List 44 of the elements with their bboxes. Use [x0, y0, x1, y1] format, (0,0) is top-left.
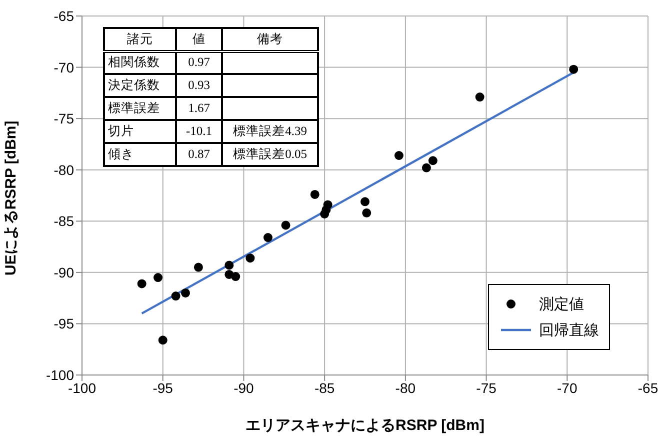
point — [281, 220, 290, 230]
y-tick-label: -85 — [54, 213, 74, 230]
y-tick-label: -80 — [54, 162, 74, 178]
x-tick-label: -90 — [234, 380, 254, 396]
point — [154, 273, 163, 282]
point — [394, 150, 404, 160]
x-tick-label: -85 — [314, 380, 335, 396]
point — [180, 288, 190, 298]
point — [231, 272, 240, 282]
x-axis-title: エリアスキャナによるRSRP [dBm] — [246, 417, 484, 434]
x-tick-label: -65 — [638, 380, 658, 396]
text: 相関係数 0.97 — [108, 55, 210, 70]
point — [475, 92, 484, 102]
x-tick-label: -75 — [476, 380, 497, 396]
point — [158, 336, 168, 345]
point — [246, 254, 255, 263]
x-tick-label: -70 — [557, 380, 578, 396]
point — [263, 233, 272, 242]
point — [137, 279, 146, 288]
y-tick-label: -95 — [54, 316, 74, 332]
text: 切片 -10.1 標準誤差4.39 — [108, 124, 307, 138]
legend-label: 測定値 — [539, 294, 584, 314]
legend-label: 回帰直線 — [539, 320, 599, 340]
text: 標準誤差 1.67 — [108, 101, 210, 115]
point — [422, 163, 431, 172]
text: 諸元 値 備考 — [127, 32, 283, 46]
text: 傾き 0.87 標準誤差0.05 — [108, 147, 307, 161]
x-tick-label: -80 — [395, 380, 416, 396]
y-tick-label: -70 — [54, 59, 74, 76]
point — [194, 262, 203, 272]
y-tick-label: -90 — [54, 264, 74, 280]
point — [224, 260, 234, 270]
point — [362, 208, 372, 218]
point — [428, 156, 438, 166]
y-tick-label: -65 — [54, 8, 74, 24]
y-axis-title: UEによるRSRP [dBm] — [2, 120, 20, 276]
point — [569, 64, 578, 74]
text: 決定係数 0.93 — [108, 78, 210, 92]
y-tick-label: -75 — [54, 110, 74, 127]
point — [310, 190, 320, 199]
point — [323, 200, 332, 210]
point — [360, 197, 370, 206]
point — [171, 292, 180, 301]
x-tick-label: -95 — [152, 380, 174, 396]
